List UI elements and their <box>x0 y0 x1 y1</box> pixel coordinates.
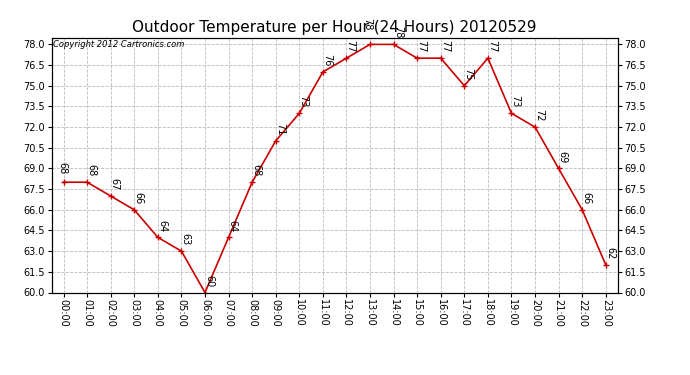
Title: Outdoor Temperature per Hour (24 Hours) 20120529: Outdoor Temperature per Hour (24 Hours) … <box>132 20 537 35</box>
Text: 75: 75 <box>464 68 473 80</box>
Text: 64: 64 <box>157 219 167 232</box>
Text: 77: 77 <box>346 40 355 53</box>
Text: 69: 69 <box>558 151 568 163</box>
Text: 68: 68 <box>86 164 97 177</box>
Text: 63: 63 <box>181 233 190 246</box>
Text: 73: 73 <box>511 95 521 108</box>
Text: Copyright 2012 Cartronics.com: Copyright 2012 Cartronics.com <box>53 40 184 49</box>
Text: 73: 73 <box>299 95 308 108</box>
Text: 67: 67 <box>110 178 120 190</box>
Text: 68: 68 <box>251 164 262 177</box>
Text: 78: 78 <box>393 27 403 39</box>
Text: 60: 60 <box>204 275 214 287</box>
Text: 64: 64 <box>228 219 238 232</box>
Text: 78: 78 <box>362 18 372 30</box>
Text: 72: 72 <box>534 109 544 122</box>
Text: 77: 77 <box>487 40 497 53</box>
Text: 71: 71 <box>275 123 285 135</box>
Text: 66: 66 <box>582 192 591 204</box>
Text: 68: 68 <box>57 162 67 174</box>
Text: 66: 66 <box>133 192 144 204</box>
Text: 77: 77 <box>440 40 450 53</box>
Text: 62: 62 <box>605 247 615 259</box>
Text: 77: 77 <box>416 40 426 53</box>
Text: 76: 76 <box>322 54 332 66</box>
